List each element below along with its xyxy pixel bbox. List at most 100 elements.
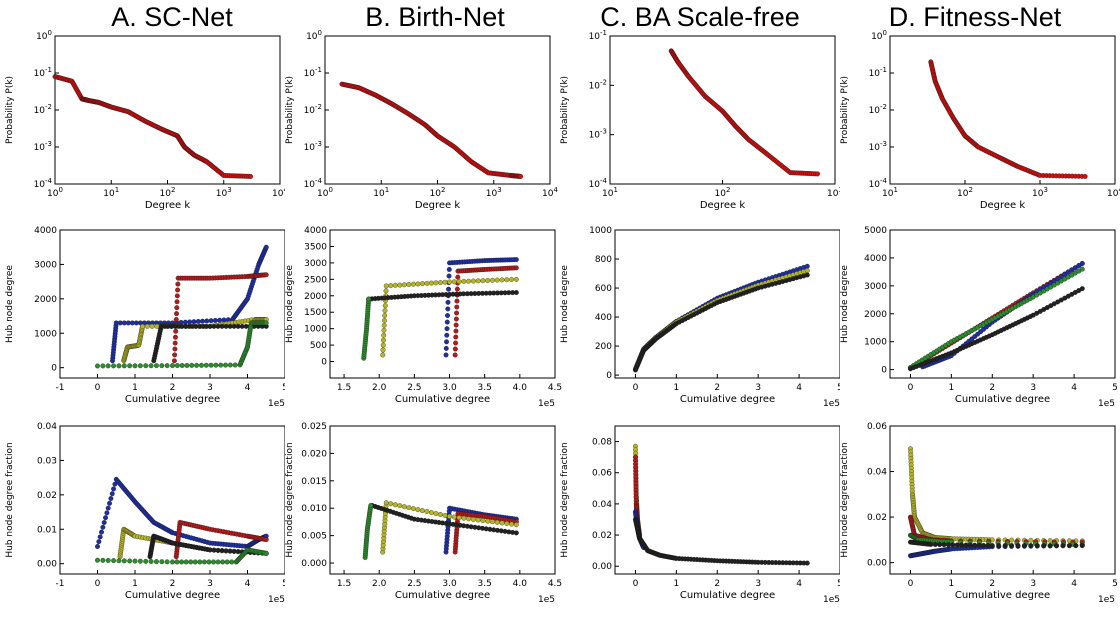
chart-svg-a2: -101234501000200030004000Cumulative degr… <box>5 226 288 409</box>
data-point <box>443 345 449 351</box>
data-point <box>194 362 200 368</box>
y-axis-label: Hub node degree fraction <box>285 442 295 557</box>
data-point <box>504 521 510 526</box>
data-point <box>95 557 100 563</box>
chart-svg-c2: 01234502004006008001000Cumulative degree… <box>560 226 843 409</box>
chart-a2: -101234501000200030004000Cumulative degr… <box>0 222 288 422</box>
data-point <box>419 281 425 287</box>
y-tick-label: 0.010 <box>301 504 327 514</box>
data-point <box>116 363 122 369</box>
y-axis-label: Probability P(k) <box>840 76 850 144</box>
data-point <box>382 303 388 309</box>
data-point <box>989 543 995 548</box>
chart-svg-d2: 0 1 2 3 4 5 0 1000 2000 3000 4000 5000 Cumulative de… <box>840 226 1118 409</box>
y-tick-label: 1000 <box>864 338 887 348</box>
data-point <box>263 320 269 326</box>
data-point <box>107 500 113 506</box>
data-point <box>451 514 457 520</box>
data-point <box>444 339 449 345</box>
x-tick-label: 102 <box>430 186 446 199</box>
series-4 <box>361 296 372 361</box>
data-point <box>1072 265 1078 271</box>
data-point <box>211 559 216 565</box>
data-point <box>381 322 387 328</box>
x-tick-label: 102 <box>957 186 973 199</box>
data-point <box>215 559 221 565</box>
y-tick-label: 0.04 <box>867 468 887 478</box>
y-tick-label: 0.03 <box>37 456 57 466</box>
series-3 <box>369 503 519 536</box>
data-point <box>206 559 212 565</box>
data-point <box>452 352 458 358</box>
x-axis-label: Cumulative degree <box>680 394 775 405</box>
data-point <box>429 510 434 515</box>
data-point <box>410 281 416 287</box>
x-axis-label: Cumulative degree <box>395 590 490 601</box>
x-tick-label: 1.5 <box>337 579 351 589</box>
data-point <box>1041 543 1047 548</box>
chart-svg-b3: 1.5 2.0 2.5 3.0 3.5 4.0 4.5 0.000 0.005 0.010 0.01… <box>285 422 562 605</box>
data-point <box>105 363 111 369</box>
data-point <box>406 282 412 287</box>
x-tick-label: 103 <box>486 186 502 199</box>
data-point <box>444 319 450 325</box>
data-point <box>1028 543 1034 548</box>
y-tick-label: 0.005 <box>301 532 327 542</box>
data-point <box>392 282 398 288</box>
plot-frame <box>889 35 1116 185</box>
y-tick-label: 0.02 <box>37 491 57 501</box>
data-point <box>494 519 500 525</box>
data-point <box>381 332 387 338</box>
x-tick-label: 3.5 <box>478 383 492 393</box>
y-tick-label: 0.020 <box>301 449 327 459</box>
chart-b3: 1.5 2.0 2.5 3.0 3.5 4.0 4.5 0.000 0.005 0.010 0.01… <box>280 418 562 618</box>
data-point <box>149 323 155 329</box>
series-4 <box>908 539 1085 548</box>
data-point <box>513 257 519 263</box>
x-axis-label: Cumulative degree <box>125 590 220 601</box>
data-point <box>179 559 185 565</box>
data-point <box>513 290 519 295</box>
data-point <box>137 558 143 564</box>
y-tick-label: 1000 <box>34 329 57 339</box>
data-point <box>100 363 106 369</box>
data-point <box>223 362 228 368</box>
data-point <box>452 346 458 352</box>
data-point <box>100 557 106 563</box>
data-point <box>192 559 198 565</box>
data-point <box>454 286 460 292</box>
y-tick-label: 3000 <box>864 282 887 292</box>
data-point <box>171 358 177 364</box>
data-point <box>447 279 452 285</box>
data-point <box>198 362 204 368</box>
data-point <box>174 305 180 311</box>
y-tick-label: 10-3 <box>589 128 607 141</box>
x-tick-label: 3 <box>1030 383 1036 393</box>
data-point <box>132 363 138 369</box>
data-point <box>429 280 434 286</box>
data-point <box>382 308 388 314</box>
data-point <box>366 296 372 302</box>
data-point <box>494 277 500 283</box>
data-point <box>1047 538 1053 544</box>
data-point <box>143 558 149 564</box>
y-tick-label: 0.02 <box>867 513 887 523</box>
data-point <box>368 503 374 508</box>
data-point <box>976 542 982 548</box>
data-point <box>382 317 387 323</box>
data-point <box>381 337 386 343</box>
y-tick-label: 10-1 <box>589 29 607 42</box>
data-point <box>153 363 159 369</box>
y-tick-label: 0.00 <box>37 560 57 570</box>
x-tick-label: 4 <box>796 579 802 589</box>
data-point <box>153 559 159 565</box>
data-point <box>1021 543 1027 548</box>
data-point <box>446 267 452 272</box>
data-point <box>444 332 450 338</box>
data-point <box>928 541 934 547</box>
series-0 <box>52 74 254 179</box>
x-tick-label: 102 <box>715 186 731 199</box>
chart-b2: 1.5 2.0 2.5 3.0 3.5 4.0 4.5 0 500 1000 1500 2000 250… <box>280 222 562 422</box>
